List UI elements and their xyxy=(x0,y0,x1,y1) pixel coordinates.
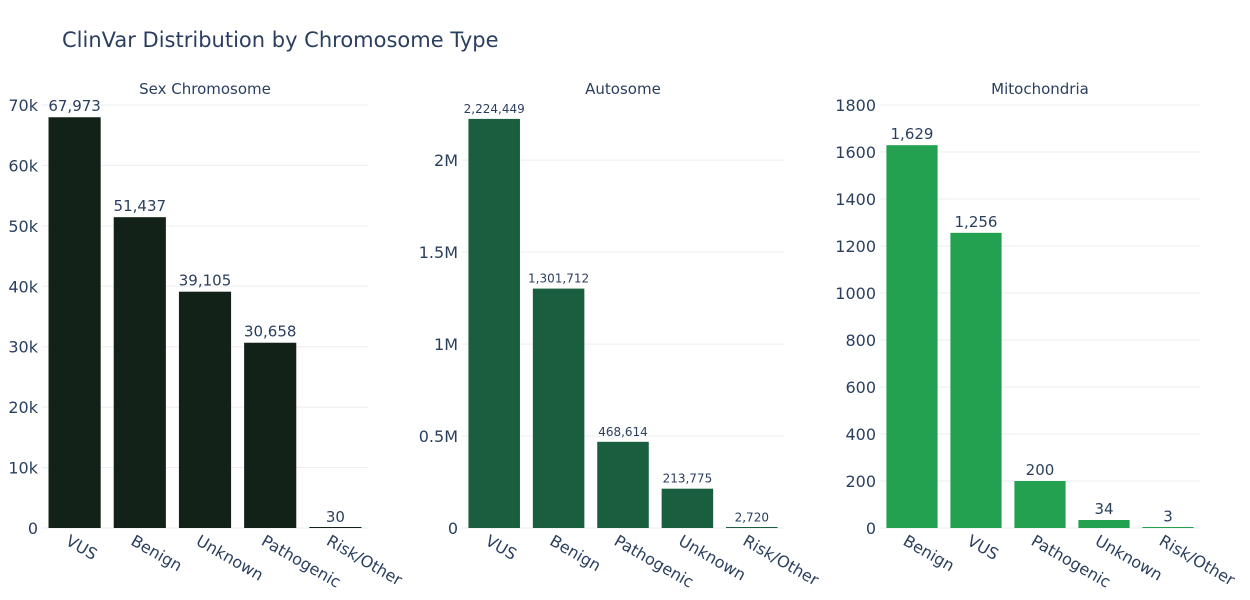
sex-chromosome-bar-pathogenic xyxy=(244,342,297,528)
mitochondria-ytick-label: 1200 xyxy=(835,237,876,256)
autosome-bar-risk-other xyxy=(726,527,778,528)
sex-chromosome-ytick-label: 60k xyxy=(8,156,38,175)
sex-chromosome-ytick-label: 10k xyxy=(8,459,38,478)
sex-chromosome-bar-vus xyxy=(48,117,101,528)
mitochondria-ytick-label: 0 xyxy=(866,519,876,538)
autosome-value-label: 2,720 xyxy=(735,510,769,524)
mitochondria-subplot-title: Mitochondria xyxy=(991,80,1089,98)
mitochondria-ytick-label: 400 xyxy=(845,425,876,444)
mitochondria-bar-unknown xyxy=(1078,520,1130,528)
mitochondria-xtick-label: VUS xyxy=(964,531,1002,564)
mitochondria-value-label: 3 xyxy=(1163,507,1173,525)
mitochondria-bar-vus xyxy=(950,232,1002,528)
sex-chromosome-value-label: 39,105 xyxy=(179,272,232,290)
autosome-subplot-title: Autosome xyxy=(585,80,661,98)
sex-chromosome-value-label: 51,437 xyxy=(114,197,167,215)
autosome-value-label: 213,775 xyxy=(663,472,713,486)
sex-chromosome-xtick-label: Unknown xyxy=(193,531,267,585)
autosome-ytick-label: 0 xyxy=(448,519,458,538)
mitochondria-xtick-label: Benign xyxy=(900,531,958,575)
autosome-ytick-label: 0.5M xyxy=(419,427,458,446)
mitochondria-value-label: 200 xyxy=(1026,461,1055,479)
mitochondria-ytick-label: 1600 xyxy=(835,143,876,162)
sex-chromosome-xtick-label: Benign xyxy=(128,531,186,575)
autosome-xtick-label: Risk/Other xyxy=(740,531,823,590)
sex-chromosome-bar-benign xyxy=(113,217,166,528)
sex-chromosome-subplot-title: Sex Chromosome xyxy=(139,80,271,98)
autosome-bar-benign xyxy=(532,288,585,528)
autosome-ytick-label: 1.5M xyxy=(419,243,458,262)
autosome-value-label: 1,301,712 xyxy=(528,272,589,286)
autosome-ytick-label: 2M xyxy=(434,151,458,170)
autosome-value-label: 2,224,449 xyxy=(464,102,525,116)
sex-chromosome-ytick-label: 20k xyxy=(8,398,38,417)
autosome-bar-vus xyxy=(468,118,520,529)
sex-chromosome-xtick-label: VUS xyxy=(63,531,101,564)
sex-chromosome-value-label: 30 xyxy=(326,508,345,526)
sex-chromosome-ytick-label: 40k xyxy=(8,277,38,296)
mitochondria-xtick-label: Risk/Other xyxy=(1156,531,1239,590)
mitochondria-bar-risk-other xyxy=(1142,527,1194,528)
mitochondria-ytick-label: 1400 xyxy=(835,190,876,209)
autosome-value-label: 468,614 xyxy=(598,425,648,439)
sex-chromosome-bar-unknown xyxy=(178,291,232,528)
sex-chromosome-value-label: 67,973 xyxy=(48,97,101,115)
sex-chromosome-bar-risk-other xyxy=(309,527,362,528)
sex-chromosome-ytick-label: 30k xyxy=(8,338,38,357)
mitochondria-value-label: 34 xyxy=(1094,500,1113,518)
autosome-ytick-label: 1M xyxy=(434,335,458,354)
mitochondria-ytick-label: 1000 xyxy=(835,284,876,303)
sex-chromosome-ytick-label: 70k xyxy=(8,96,38,115)
mitochondria-bar-benign xyxy=(886,145,938,528)
mitochondria-ytick-label: 200 xyxy=(845,472,876,491)
mitochondria-value-label: 1,629 xyxy=(891,125,934,143)
autosome-xtick-label: Benign xyxy=(547,531,605,575)
mitochondria-ytick-label: 600 xyxy=(845,378,876,397)
autosome-bar-unknown xyxy=(661,488,714,528)
mitochondria-value-label: 1,256 xyxy=(955,213,998,231)
autosome-xtick-label: VUS xyxy=(482,531,520,564)
autosome-bar-pathogenic xyxy=(597,441,649,528)
sex-chromosome-ytick-label: 0 xyxy=(28,519,38,538)
mitochondria-bar-pathogenic xyxy=(1014,481,1066,528)
mitochondria-ytick-label: 1800 xyxy=(835,96,876,115)
sex-chromosome-value-label: 30,658 xyxy=(244,323,297,341)
chart-title: ClinVar Distribution by Chromosome Type xyxy=(62,28,499,52)
sex-chromosome-ytick-label: 50k xyxy=(8,217,38,236)
mitochondria-ytick-label: 800 xyxy=(845,331,876,350)
